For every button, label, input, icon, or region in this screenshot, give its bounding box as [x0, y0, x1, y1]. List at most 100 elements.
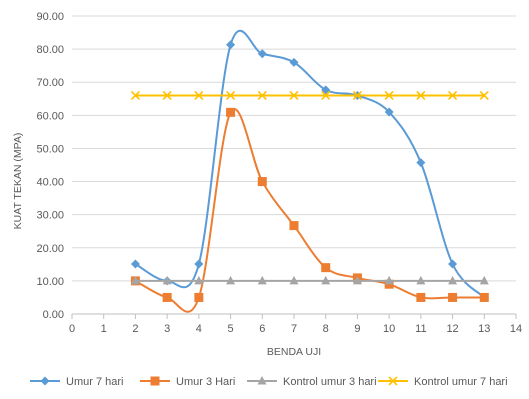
- data-point: [384, 107, 394, 117]
- series-umur-7-hari: [130, 29, 489, 302]
- x-marker-stroke: [388, 376, 398, 386]
- axes: 0.00 10.00 20.00 30.00 40.00 50.00 60.00 70.00 8…: [36, 11, 522, 335]
- data-point: [384, 90, 394, 101]
- legend-label: Umur 3 Hari: [176, 376, 235, 388]
- x-marker-stroke: [162, 90, 172, 101]
- data-point: [352, 275, 362, 285]
- legend-item: Umur 3 Hari: [140, 376, 235, 388]
- data-point: [352, 90, 362, 101]
- legend-marker: [150, 376, 160, 386]
- x-tick-label: 0: [69, 323, 75, 335]
- x-marker-stroke: [352, 90, 362, 101]
- data-point: [321, 90, 331, 101]
- data-point: [194, 259, 204, 269]
- x-tick-label: 12: [446, 323, 458, 335]
- data-point: [289, 275, 299, 285]
- legend-label: Kontrol umur 3 hari: [283, 376, 377, 388]
- y-tick-label: 70.00: [36, 77, 64, 89]
- data-point: [416, 158, 426, 168]
- legend-item: Umur 7 hari: [30, 376, 123, 388]
- x-tick-label: 14: [510, 323, 522, 335]
- y-tick-label: 60.00: [36, 110, 64, 122]
- x-tick-label: 7: [291, 323, 297, 335]
- data-point: [226, 107, 236, 117]
- y-tick-label: 20.00: [36, 243, 64, 255]
- x-marker-stroke: [289, 90, 299, 101]
- x-marker-stroke: [479, 90, 489, 101]
- data-point: [289, 221, 299, 231]
- legend-item: Kontrol umur 7 hari: [378, 376, 508, 388]
- x-axis-title: BENDA UJI: [267, 346, 321, 358]
- legend-marker: [40, 376, 50, 386]
- x-marker-stroke: [226, 90, 236, 101]
- data-point: [416, 90, 426, 101]
- data-point: [416, 275, 426, 285]
- series-kontrol-umur-3-hari: [130, 275, 489, 285]
- data-point: [321, 275, 331, 285]
- x-tick-label: 9: [354, 323, 360, 335]
- data-point: [448, 292, 458, 302]
- x-tick-label: 4: [196, 323, 202, 335]
- x-tick-label: 10: [383, 323, 395, 335]
- series-line: [134, 29, 486, 299]
- data-point: [479, 292, 489, 302]
- x-tick-label: 5: [228, 323, 234, 335]
- data-point: [384, 275, 394, 285]
- data-point: [162, 90, 172, 101]
- data-point: [289, 90, 299, 101]
- data-point: [162, 275, 172, 285]
- x-marker-stroke: [321, 90, 331, 101]
- legend-item: Kontrol umur 3 hari: [247, 376, 377, 388]
- x-tick-label: 2: [132, 323, 138, 335]
- y-tick-label: 80.00: [36, 44, 64, 56]
- x-tick-label: 8: [323, 323, 329, 335]
- data-point: [226, 40, 236, 50]
- x-marker-stroke: [194, 90, 204, 101]
- x-marker-stroke: [130, 90, 140, 101]
- y-tick-label: 40.00: [36, 177, 64, 189]
- data-point: [448, 275, 458, 285]
- x-tick-label: 1: [101, 323, 107, 335]
- data-point: [448, 259, 458, 269]
- data-point: [162, 292, 172, 302]
- x-marker-stroke: [384, 90, 394, 101]
- data-point: [448, 90, 458, 101]
- y-tick-label: 0.00: [43, 309, 64, 321]
- legend-label: Kontrol umur 7 hari: [414, 376, 508, 388]
- x-marker-stroke: [448, 90, 458, 101]
- data-point: [130, 275, 140, 285]
- data-point: [416, 292, 426, 302]
- data-point: [257, 49, 267, 59]
- data-point: [479, 275, 489, 285]
- data-point: [257, 177, 267, 187]
- data-point: [194, 90, 204, 101]
- legend-marker: [257, 376, 267, 385]
- legend-marker: [388, 376, 398, 386]
- series-kontrol-umur-7-hari: [130, 90, 489, 101]
- x-tick-label: 13: [478, 323, 490, 335]
- plot-area: [130, 29, 489, 313]
- x-marker-stroke: [257, 90, 267, 101]
- data-point: [321, 263, 331, 273]
- legend: Umur 7 hari Umur 3 Hari Kontrol umur 3 har…: [30, 376, 508, 388]
- y-axis-title: KUAT TEKAN (MPA): [12, 133, 24, 230]
- data-point: [257, 275, 267, 285]
- y-tick-label: 50.00: [36, 143, 64, 155]
- y-tick-label: 90.00: [36, 11, 64, 23]
- data-point: [226, 275, 236, 285]
- legend-label: Umur 7 hari: [66, 376, 123, 388]
- x-tick-label: 6: [259, 323, 265, 335]
- data-point: [257, 90, 267, 101]
- y-tick-label: 10.00: [36, 276, 64, 288]
- data-point: [130, 90, 140, 101]
- x-marker-stroke: [416, 90, 426, 101]
- x-tick-label: 11: [415, 323, 426, 335]
- x-tick-label: 3: [164, 323, 170, 335]
- data-point: [289, 57, 299, 67]
- y-tick-label: 30.00: [36, 210, 64, 222]
- data-point: [194, 275, 204, 285]
- data-point: [130, 259, 140, 269]
- data-point: [194, 292, 204, 302]
